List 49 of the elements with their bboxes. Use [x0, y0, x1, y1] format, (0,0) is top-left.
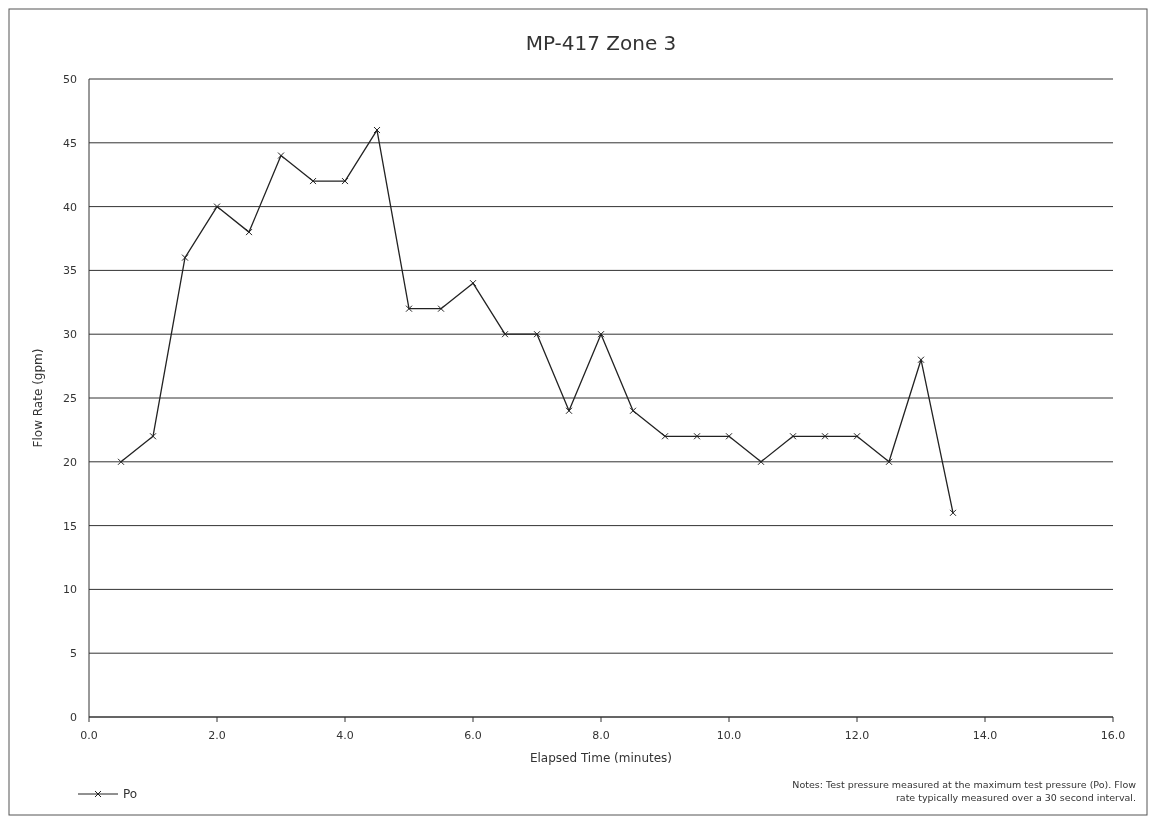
point — [181, 254, 189, 262]
x-tick-label: 16.0 — [1100, 729, 1126, 742]
y-tick-label: 20 — [63, 455, 77, 469]
text: Notes: Test pressure measured at the maximum test pressure (Po). Flow rate typically measured over a 30 second interval. — [792, 779, 1137, 803]
x-tick-label: 14.0 — [972, 729, 998, 742]
point — [949, 509, 957, 517]
y-tick-label: 15 — [63, 519, 77, 533]
x-tick-label: 6.0 — [464, 729, 482, 742]
y-tick-label: 0 — [70, 711, 77, 724]
point — [629, 407, 637, 415]
point — [917, 356, 925, 364]
y-tick-label: 35 — [63, 264, 77, 278]
x-tick-label: 10.0 — [716, 729, 742, 742]
y-tick-label: 45 — [63, 136, 77, 150]
y-tick-label: 40 — [63, 200, 77, 214]
point — [405, 305, 413, 313]
chart-title: MP-417 Zone 3 — [525, 31, 677, 55]
point — [533, 330, 541, 338]
x-tick-label: 0.0 — [80, 729, 98, 742]
x-tick-label: 8.0 — [592, 729, 610, 742]
legend-label: Po — [123, 787, 138, 801]
y-tick-label: 5 — [70, 647, 77, 661]
point — [789, 432, 797, 440]
point — [597, 330, 605, 338]
x-tick-label: 2.0 — [208, 729, 226, 742]
x-tick-label: 12.0 — [844, 729, 870, 742]
point — [853, 432, 861, 440]
y-tick-label: 30 — [63, 328, 77, 342]
point — [725, 432, 733, 440]
y-tick-label: 50 — [63, 73, 77, 86]
point — [661, 432, 669, 440]
point — [757, 458, 765, 466]
point — [885, 458, 893, 466]
point — [245, 228, 253, 236]
y-tick-label: 25 — [63, 392, 77, 405]
point — [469, 279, 477, 287]
point — [501, 330, 509, 338]
x-tick-label: 4.0 — [336, 729, 354, 742]
point — [565, 407, 573, 415]
point — [437, 305, 445, 313]
point — [693, 432, 701, 440]
y-tick-label: 10 — [63, 583, 77, 597]
point — [277, 152, 285, 160]
point — [821, 432, 829, 440]
y-axis-title: Flow Rate (gpm) — [31, 348, 45, 448]
point — [117, 458, 125, 466]
point — [149, 432, 157, 440]
x-axis-title: Elapsed Time (minutes) — [529, 751, 673, 765]
point — [213, 203, 221, 211]
